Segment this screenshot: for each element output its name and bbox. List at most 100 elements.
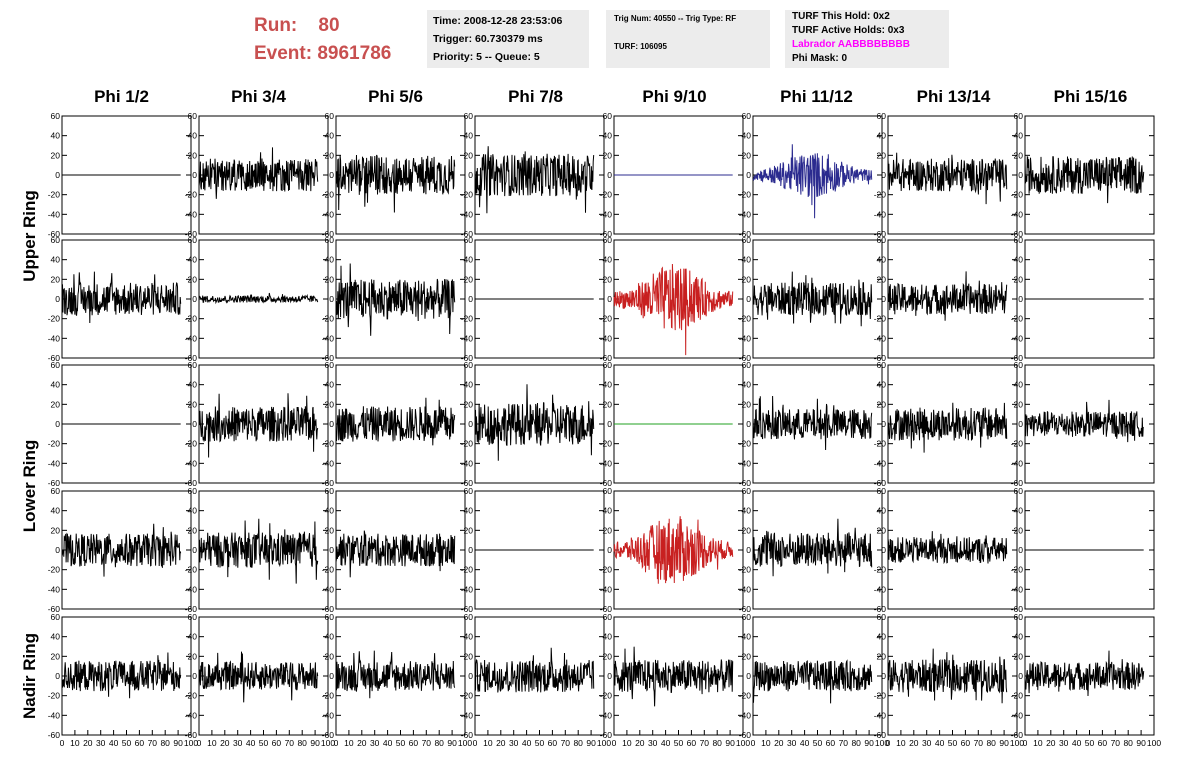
panel-r2-c4-ytick-label: -60 bbox=[461, 353, 474, 363]
panel-r1-c3-ytick-label: 60 bbox=[325, 111, 335, 121]
panel-r5-c1-ytick-label: 0 bbox=[55, 671, 60, 681]
xtick-label-c7: 60 bbox=[961, 738, 971, 748]
panel-r3-c7-ytick-label: 60 bbox=[877, 360, 887, 370]
panel-r3-c6-ytick-label: 60 bbox=[742, 360, 752, 370]
panel-r1-c7-ytick-label: 60 bbox=[877, 111, 887, 121]
panel-r2-c2-ytick-label: 0 bbox=[192, 294, 197, 304]
column-label-phi-13-14: Phi 13/14 bbox=[916, 87, 991, 106]
panel-r2-c5-ytick-label: 0 bbox=[607, 294, 612, 304]
panel-r1-c6-ytick-label: -40 bbox=[739, 209, 752, 219]
panel-r5-c2-waveform bbox=[198, 651, 319, 703]
panel-r3-c1-ytick-label: 40 bbox=[51, 380, 61, 390]
xtick-label-c8: 90 bbox=[1136, 738, 1146, 748]
xtick-label-c4: 10 bbox=[483, 738, 493, 748]
panel-r4-c8-ytick-label: 40 bbox=[1014, 506, 1024, 516]
panel-r1-c4-ytick-label: 40 bbox=[464, 131, 474, 141]
xtick-label-c7: 40 bbox=[935, 738, 945, 748]
xtick-label-c8: 50 bbox=[1085, 738, 1095, 748]
panel-r2-c1-ytick-label: -20 bbox=[48, 314, 61, 324]
panel-r2-c8-ytick-label: 20 bbox=[1014, 274, 1024, 284]
panel-r5-c2-ytick-label: -20 bbox=[185, 691, 198, 701]
panel-r5-c4-ytick-label: 40 bbox=[464, 632, 474, 642]
panel-r5-c6-ytick-label: -40 bbox=[739, 710, 752, 720]
xtick-label-c5: 40 bbox=[661, 738, 671, 748]
xtick-label-c3: 90 bbox=[447, 738, 457, 748]
xtick-label-c2: 60 bbox=[272, 738, 282, 748]
xtick-label-c4: 100 bbox=[597, 738, 611, 748]
trigger-info-box: Trig Num: 40550 -- Trig Type: RF TURF: 1… bbox=[606, 10, 770, 68]
panel-r3-c6-ytick-label: -60 bbox=[739, 478, 752, 488]
panel-r2-c2-ytick-label: 60 bbox=[188, 235, 198, 245]
panel-r3-c8-ytick-label: 60 bbox=[1014, 360, 1024, 370]
turf-info-box: TURF This Hold: 0x2 TURF Active Holds: 0… bbox=[785, 10, 949, 68]
panel-r3-c2-ytick-label: 0 bbox=[192, 419, 197, 429]
panel-r2-c1-ytick-label: 40 bbox=[51, 255, 61, 265]
panel-r1-c4-waveform bbox=[474, 146, 595, 214]
panel-r1-c8-ytick-label: 20 bbox=[1014, 150, 1024, 160]
trig-num-text: Trig Num: 40550 -- Trig Type: RF bbox=[614, 14, 737, 23]
panel-r5-c6-ytick-label: -20 bbox=[739, 691, 752, 701]
xtick-label-c6: 10 bbox=[761, 738, 771, 748]
panel-r3-c4-ytick-label: 40 bbox=[464, 380, 474, 390]
time-text: Time: 2008-12-28 23:53:06 bbox=[433, 15, 563, 27]
xtick-label-c6: 40 bbox=[800, 738, 810, 748]
panel-r3-c3-waveform bbox=[335, 397, 456, 446]
run-label: Run: bbox=[254, 15, 298, 36]
labrador-text: Labrador AABBBBBBBB bbox=[792, 39, 910, 50]
panel-r2-c5-ytick-label: 60 bbox=[603, 235, 613, 245]
panel-r3-c8-ytick-label: -40 bbox=[1011, 458, 1024, 468]
panel-r4-c1-ytick-label: -60 bbox=[48, 604, 61, 614]
panel-r4-c6-ytick-label: 20 bbox=[742, 525, 752, 535]
panel-r4-c2-ytick-label: 40 bbox=[188, 506, 198, 516]
event-value: 8961786 bbox=[317, 43, 392, 64]
panel-r4-c1-ytick-label: -40 bbox=[48, 584, 61, 594]
xtick-label-c4: 20 bbox=[496, 738, 506, 748]
xtick-label-c1: 50 bbox=[122, 738, 132, 748]
panel-r4-c6-ytick-label: -40 bbox=[739, 584, 752, 594]
xtick-label-c8: 70 bbox=[1111, 738, 1121, 748]
panel-r1-c6-ytick-label: 40 bbox=[742, 131, 752, 141]
panel-r3-c4-waveform bbox=[474, 384, 595, 461]
panel-r2-c8-ytick-label: -60 bbox=[1011, 353, 1024, 363]
panel-r5-c2-ytick-label: 0 bbox=[192, 671, 197, 681]
xtick-label-c3: 50 bbox=[396, 738, 406, 748]
xtick-label-c7: 100 bbox=[1010, 738, 1024, 748]
panel-r4-c5-waveform bbox=[613, 516, 734, 584]
panel-r5-c6-ytick-label: 20 bbox=[742, 651, 752, 661]
panel-r3-c6-waveform bbox=[752, 395, 873, 451]
panel-r4-c2-ytick-label: -40 bbox=[185, 584, 198, 594]
panel-r2-c3-ytick-label: 0 bbox=[329, 294, 334, 304]
panel-r4-c4-ytick-label: -60 bbox=[461, 604, 474, 614]
panel-r2-c2-ytick-label: 20 bbox=[188, 274, 198, 284]
panel-r1-c2-ytick-label: -60 bbox=[185, 229, 198, 239]
xtick-label-c1: 100 bbox=[184, 738, 198, 748]
panel-r2-c7-ytick-label: 40 bbox=[877, 255, 887, 265]
panel-r3-c2-ytick-label: -60 bbox=[185, 478, 198, 488]
xtick-label-c6: 90 bbox=[864, 738, 874, 748]
panel-r1-c2-ytick-label: 0 bbox=[192, 170, 197, 180]
xtick-label-c5: 90 bbox=[725, 738, 735, 748]
xtick-label-c1: 40 bbox=[109, 738, 119, 748]
panel-r4-c8-ytick-label: 20 bbox=[1014, 525, 1024, 535]
panel-r4-c5-ytick-label: 60 bbox=[603, 486, 613, 496]
panel-r1-c4-ytick-label: -40 bbox=[461, 209, 474, 219]
panel-r5-c5-ytick-label: 0 bbox=[607, 671, 612, 681]
panel-r3-c4-ytick-label: 60 bbox=[464, 360, 474, 370]
panel-r4-c4-ytick-label: -20 bbox=[461, 565, 474, 575]
panel-r2-c1-ytick-label: 60 bbox=[51, 235, 61, 245]
panel-r2-c2-waveform bbox=[198, 292, 319, 305]
panel-r1-c3-ytick-label: 0 bbox=[329, 170, 334, 180]
xtick-label-c1: 80 bbox=[160, 738, 170, 748]
panel-r4-c1-ytick-label: 60 bbox=[51, 486, 61, 496]
panel-r4-c6-ytick-label: 60 bbox=[742, 486, 752, 496]
panel-r4-c6-waveform bbox=[752, 518, 873, 577]
panel-r5-c7-ytick-label: 60 bbox=[877, 612, 887, 622]
panel-r4-c3-ytick-label: -20 bbox=[322, 565, 335, 575]
panel-r3-c8-ytick-label: -20 bbox=[1011, 439, 1024, 449]
panel-r5-c8-ytick-label: 20 bbox=[1014, 651, 1024, 661]
panel-r2-c3-ytick-label: -20 bbox=[322, 314, 335, 324]
panel-r5-c1-ytick-label: 60 bbox=[51, 612, 61, 622]
panel-r5-c4-ytick-label: 60 bbox=[464, 612, 474, 622]
panel-r1-c5-ytick-label: -40 bbox=[600, 209, 613, 219]
panel-r5-c6-ytick-label: 60 bbox=[742, 612, 752, 622]
